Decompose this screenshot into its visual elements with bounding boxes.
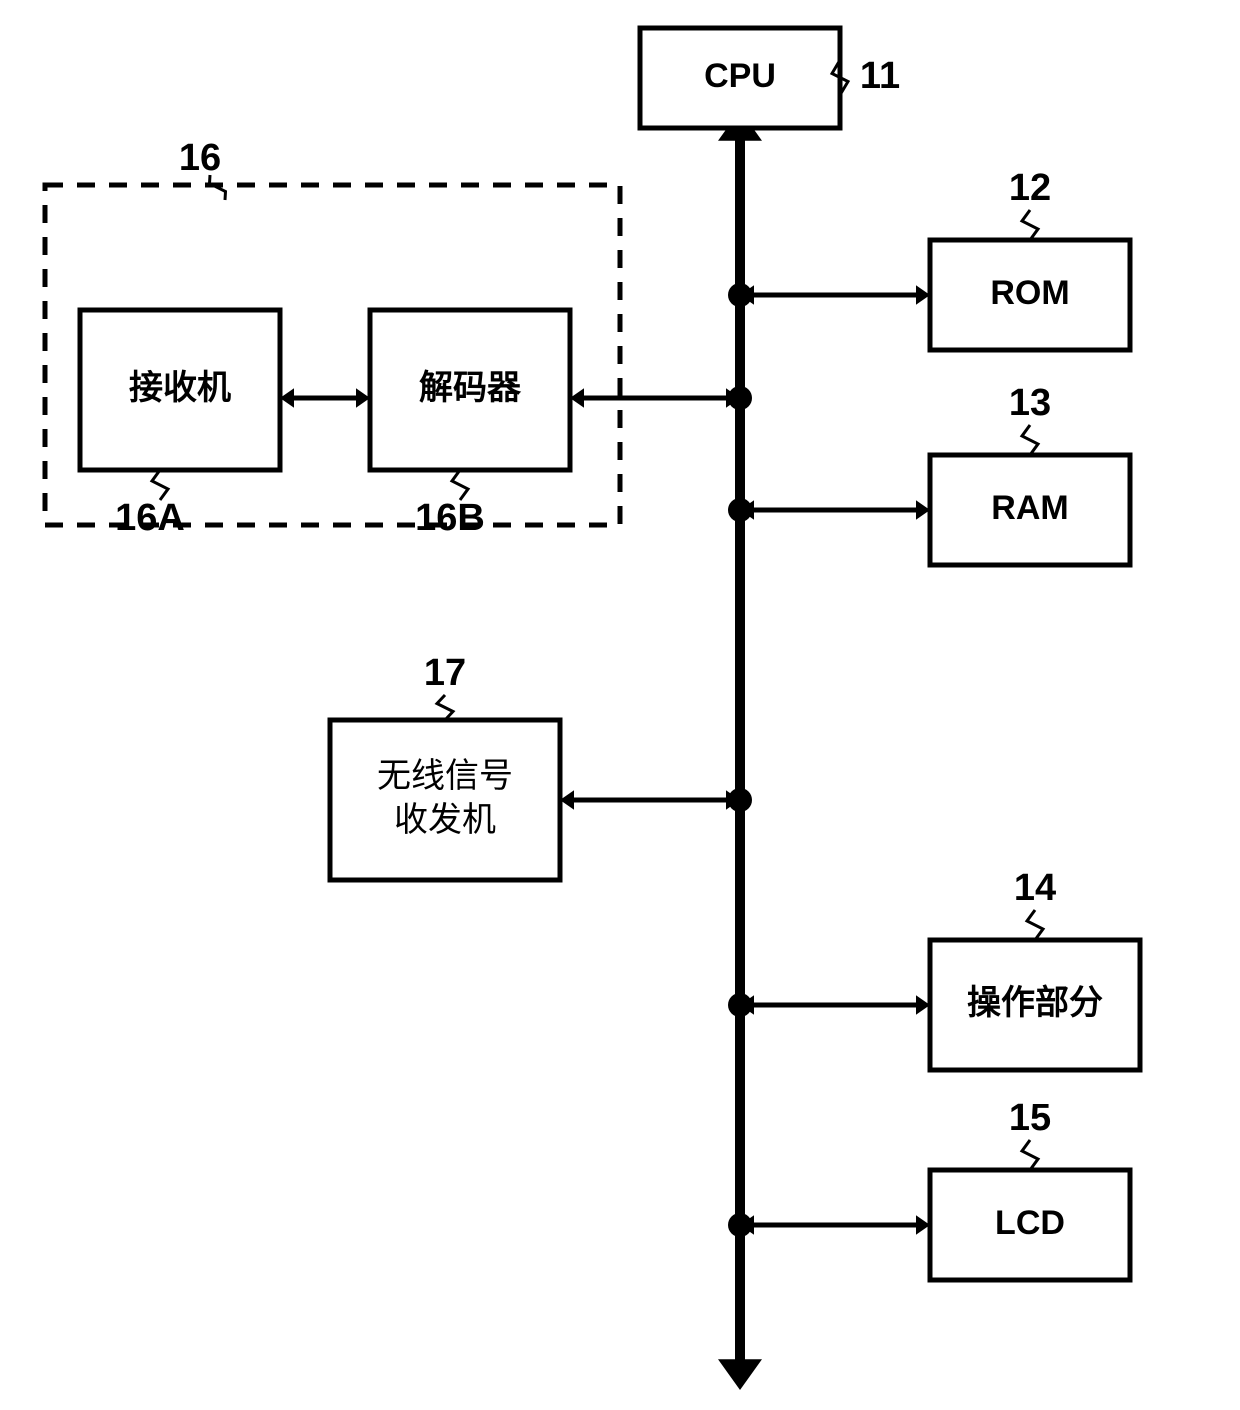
block-radio-ref: 17 [424,652,466,694]
group-16-ref: 16 [179,137,221,179]
block-cpu-label: CPU [704,57,776,95]
block-lcd-ref: 15 [1009,1097,1051,1139]
block-rom-ref: 12 [1009,167,1051,209]
block-receiver-ref: 16A [115,497,185,539]
block-ram-label: RAM [991,489,1068,527]
block-oper-ref: 14 [1014,867,1056,909]
block-radio-label1: 无线信号 [377,757,513,795]
block-decoder-label: 解码器 [419,369,522,407]
block-receiver-label: 接收机 [129,369,231,407]
block-cpu-ref: 11 [860,55,900,97]
block-rom-label: ROM [990,274,1069,312]
block-ram-ref: 13 [1009,382,1051,424]
block-lcd-label: LCD [995,1204,1065,1242]
block-radio-label2: 收发机 [394,801,496,839]
block-decoder-ref: 16B [415,497,485,539]
block-oper-label: 操作部分 [967,984,1103,1022]
